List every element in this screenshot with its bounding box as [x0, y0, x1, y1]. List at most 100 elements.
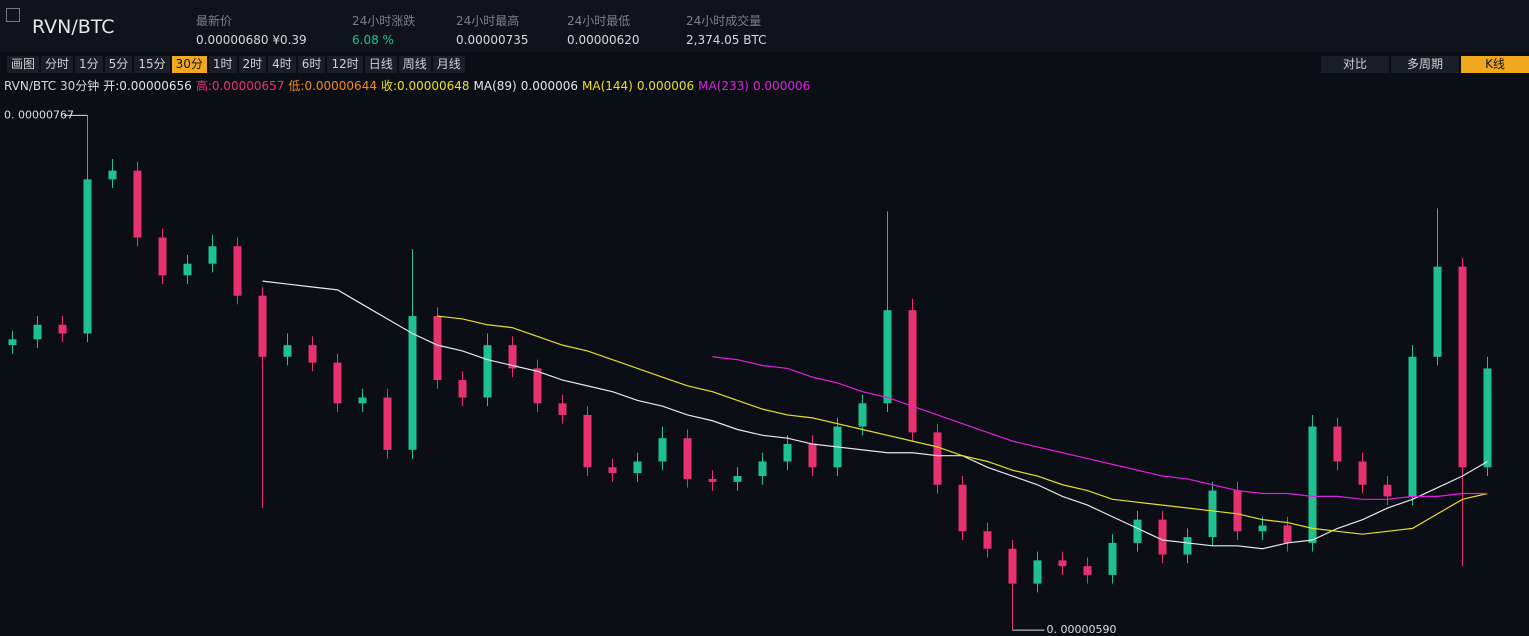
stat: 24小时涨跌 6.08 % [352, 12, 415, 47]
toolbar-button[interactable]: 月线 [432, 56, 465, 73]
candle-body [883, 310, 892, 404]
stat-label: 24小时成交量 [686, 14, 762, 28]
legend-symbol: RVN/BTC 30分钟 [4, 79, 100, 93]
candle-body [1183, 537, 1192, 555]
toolbar-button[interactable]: 周线 [398, 56, 431, 73]
legend-value: 0.00000657 [211, 79, 285, 93]
candle-body [633, 461, 642, 474]
candle-body [1283, 525, 1292, 543]
toolbar-button[interactable]: K线 [1461, 56, 1529, 73]
stat-label: 24小时最高 [456, 14, 520, 28]
toolbar-button[interactable]: 对比 [1321, 56, 1389, 73]
candle-body [683, 438, 692, 479]
legend-ma-value: 0.000006 [752, 79, 811, 93]
candle-body [308, 345, 317, 363]
candle-body [1058, 560, 1067, 567]
candle-body [458, 380, 467, 398]
pair-title: RVN/BTC [32, 16, 115, 38]
candle-body [1083, 566, 1092, 575]
legend-ma-name: MA(89) [473, 79, 517, 93]
candle-body [1333, 426, 1342, 462]
candle-body [783, 444, 792, 462]
candle-body [908, 310, 917, 433]
candle-body [1258, 525, 1267, 532]
candle-body [858, 403, 867, 427]
legend-value: 0.00000644 [304, 79, 377, 93]
legend-label: 收: [380, 79, 398, 93]
stat: 24小时成交量 2,374.05 BTC [686, 12, 767, 47]
candle-body [508, 345, 517, 369]
candle-body [183, 263, 192, 276]
view-toolbar: 对比 多周期 K线 [1321, 56, 1529, 73]
toolbar-button[interactable]: 画图 [7, 56, 40, 73]
candle-body [233, 246, 242, 296]
candle-body [258, 295, 267, 357]
candle-body [208, 246, 217, 264]
candle-body [1483, 368, 1492, 468]
toolbar-button[interactable]: 4时 [268, 56, 296, 73]
candle-body [83, 179, 92, 334]
candle-body [408, 316, 417, 450]
extreme-marker-label: 0. 00000590 [1047, 623, 1117, 636]
candle-body [358, 397, 367, 404]
toolbar-button[interactable]: 6时 [297, 56, 326, 73]
legend-label: 高: [195, 79, 212, 93]
toolbar-button[interactable]: 日线 [364, 56, 397, 73]
candle-body [333, 362, 342, 404]
candle-body [1233, 490, 1242, 532]
candle-body [608, 467, 617, 474]
stat-label: 24小时涨跌 [352, 14, 416, 28]
candle-body [1133, 519, 1142, 543]
candle-body [483, 345, 492, 398]
toolbar-button[interactable]: 1时 [208, 56, 237, 73]
stat-value: 2,374.05 BTC [686, 33, 767, 47]
candle-body [733, 476, 742, 482]
candle-body [1008, 548, 1017, 584]
stat-value: 0.00000735 [456, 33, 529, 47]
legend-label: 开: [103, 79, 120, 93]
moving-average-line [437, 315, 1488, 535]
candle-body [658, 438, 667, 462]
legend-label: 低: [288, 79, 305, 93]
toolbar-button[interactable]: 2时 [238, 56, 267, 73]
candle-body [108, 170, 117, 180]
top-bar: RVN/BTC 最新价 0.00000680 ¥0.39 24小时涨跌 6.08 % 2… [0, 0, 1529, 52]
candle-body [1208, 490, 1217, 538]
moving-average-line [262, 280, 1488, 550]
candle-body [8, 339, 17, 346]
candle-body [283, 345, 292, 357]
toolbar-button[interactable]: 30分 [171, 56, 207, 73]
toolbar-button[interactable]: 多周期 [1391, 56, 1459, 73]
candle-body [1358, 461, 1367, 485]
candle-body [758, 461, 767, 477]
candle-body [33, 324, 42, 340]
stat-label: 24小时最低 [567, 14, 631, 28]
collapse-button[interactable] [6, 8, 20, 22]
candle-body [383, 397, 392, 450]
stat: 24小时最高 0.00000735 [456, 12, 529, 47]
toolbar-button[interactable]: 分时 [41, 56, 74, 73]
toolbar-button[interactable]: 5分 [104, 56, 133, 73]
candle-body [808, 444, 817, 468]
legend-ma-value: 0.000006 [636, 79, 695, 93]
toolbar-button[interactable]: 15分 [134, 56, 170, 73]
legend: RVN/BTC 30分钟 开:0.00000656 高:0.00000657 低:0.… [4, 77, 814, 94]
stat-value: 0.00000620 [567, 33, 640, 47]
candle-body [1433, 266, 1442, 357]
candle-body [558, 403, 567, 415]
toolbar-button[interactable]: 12时 [327, 56, 363, 73]
stat: 最新价 0.00000680 ¥0.39 [196, 12, 307, 47]
candle-body [1108, 542, 1117, 575]
candle-body [1383, 484, 1392, 497]
legend-ma-value: 0.000006 [520, 79, 579, 93]
candle-body [958, 484, 967, 532]
stat-value: 6.08 % [352, 33, 394, 47]
candle-body [933, 432, 942, 485]
legend-ma-name: MA(233) [698, 79, 749, 93]
stat-label: 最新价 [196, 14, 233, 28]
candle-body [58, 324, 67, 334]
toolbar-button[interactable]: 1分 [75, 56, 103, 73]
candle-body [583, 414, 592, 468]
candle-body [1458, 266, 1467, 468]
